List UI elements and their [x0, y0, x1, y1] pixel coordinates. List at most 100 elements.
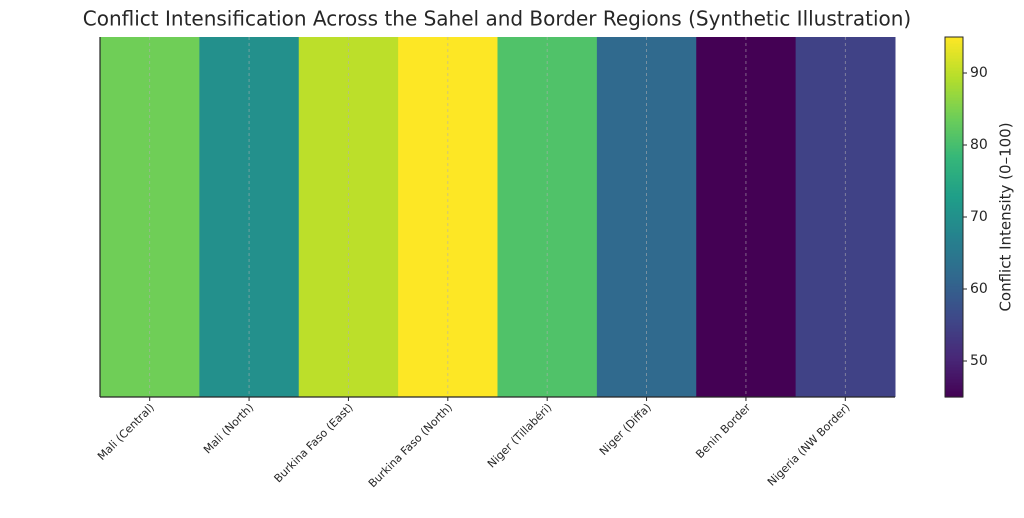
colorbar-segment [945, 307, 963, 311]
colorbar-segment [945, 250, 963, 254]
colorbar-segment [945, 322, 963, 326]
x-tick-label: Nigeria (NW Border) [765, 401, 853, 489]
colorbar-segment [945, 355, 963, 359]
colorbar-segment [945, 190, 963, 194]
colorbar-segment [945, 274, 963, 278]
colorbar-segment [945, 175, 963, 179]
colorbar-segment [945, 67, 963, 71]
colorbar-segment [945, 334, 963, 338]
colorbar-segment [945, 46, 963, 50]
colorbar-tick-label: 70 [970, 209, 988, 225]
colorbar-segment [945, 58, 963, 62]
x-tick-label: Mali (North) [201, 401, 256, 456]
colorbar-label: Conflict Intensity (0–100) [997, 122, 1015, 311]
colorbar-segment [945, 163, 963, 167]
colorbar-segment [945, 85, 963, 89]
colorbar-segment [945, 211, 963, 215]
colorbar-segment [945, 139, 963, 143]
colorbar-segment [945, 43, 963, 47]
colorbar-segment [945, 385, 963, 389]
colorbar-segment [945, 130, 963, 134]
colorbar-segment [945, 325, 963, 329]
colorbar-segment [945, 199, 963, 203]
colorbar-segment [945, 76, 963, 80]
colorbar-segment [945, 91, 963, 95]
colorbar-segment [945, 82, 963, 86]
colorbar-segment [945, 106, 963, 110]
colorbar-segment [945, 52, 963, 56]
colorbar-segment [945, 340, 963, 344]
colorbar-segment [945, 55, 963, 59]
colorbar-segment [945, 37, 963, 41]
colorbar-segment [945, 262, 963, 266]
colorbar-segment [945, 391, 963, 395]
colorbar-segment [945, 235, 963, 239]
colorbar-segment [945, 223, 963, 227]
colorbar-segment [945, 148, 963, 152]
colorbar-segment [945, 118, 963, 122]
colorbar-segment [945, 109, 963, 113]
colorbar-segment [945, 232, 963, 236]
x-tick-label: Burkina Faso (North) [366, 401, 455, 490]
colorbar-segment [945, 253, 963, 257]
colorbar-segment [945, 361, 963, 365]
colorbar-segment [945, 217, 963, 221]
colorbar-segment [945, 370, 963, 374]
colorbar-segment [945, 166, 963, 170]
colorbar-tick-label: 80 [970, 137, 988, 153]
colorbar-segment [945, 364, 963, 368]
colorbar-segment [945, 151, 963, 155]
colorbar-segment [945, 124, 963, 128]
colorbar-segment [945, 301, 963, 305]
x-tick-label: Niger (Tillabéri) [485, 401, 554, 470]
x-tick-label: Mali (Central) [95, 401, 157, 463]
colorbar-segment [945, 271, 963, 275]
colorbar-segment [945, 112, 963, 116]
colorbar-segment [945, 88, 963, 92]
colorbar-segment [945, 313, 963, 317]
colorbar-segment [945, 73, 963, 77]
colorbar-segment [945, 229, 963, 233]
colorbar-segment [945, 352, 963, 356]
colorbar-segment [945, 379, 963, 383]
colorbar-segment [945, 205, 963, 209]
x-tick-label: Burkina Faso (East) [272, 401, 356, 485]
colorbar-segment [945, 103, 963, 107]
colorbar-tick-label: 60 [970, 281, 988, 297]
colorbar-segment [945, 394, 963, 398]
colorbar-segment [945, 94, 963, 98]
colorbar-segment [945, 310, 963, 314]
colorbar-segment [945, 214, 963, 218]
colorbar-segment [945, 79, 963, 83]
colorbar-segment [945, 367, 963, 371]
colorbar-segment [945, 247, 963, 251]
colorbar-segment [945, 184, 963, 188]
colorbar-segment [945, 169, 963, 173]
colorbar-tick-label: 90 [970, 65, 988, 81]
colorbar-segment [945, 154, 963, 158]
colorbar-segment [945, 373, 963, 377]
colorbar-segment [945, 268, 963, 272]
colorbar-segment [945, 157, 963, 161]
colorbar-segment [945, 280, 963, 284]
colorbar-segment [945, 256, 963, 260]
colorbar-segment [945, 193, 963, 197]
colorbar-segment [945, 97, 963, 101]
colorbar-segment [945, 208, 963, 212]
colorbar-segment [945, 241, 963, 245]
colorbar-segment [945, 286, 963, 290]
colorbar-segment [945, 292, 963, 296]
colorbar-segment [945, 238, 963, 242]
colorbar-segment [945, 100, 963, 104]
colorbar-segment [945, 283, 963, 287]
colorbar-segment [945, 181, 963, 185]
colorbar-segment [945, 196, 963, 200]
colorbar-segment [945, 304, 963, 308]
colorbar-segment [945, 220, 963, 224]
colorbar-segment [945, 382, 963, 386]
colorbar-segment [945, 178, 963, 182]
colorbar-segment [945, 61, 963, 65]
chart-title: Conflict Intensification Across the Sahe… [83, 7, 911, 31]
colorbar-segment [945, 70, 963, 74]
